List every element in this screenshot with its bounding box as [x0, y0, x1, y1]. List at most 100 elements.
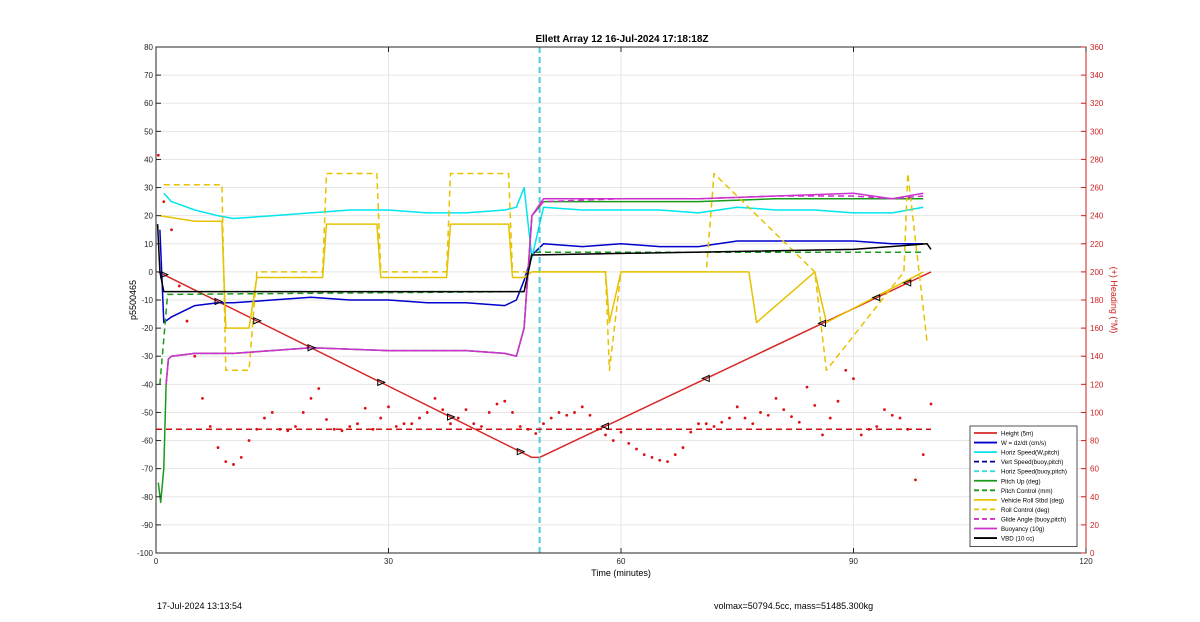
direction-marker — [902, 279, 912, 287]
data-point — [766, 413, 770, 417]
data-point — [844, 368, 848, 372]
data-point — [921, 453, 925, 457]
x-tick-label: 0 — [154, 557, 159, 566]
data-point — [852, 377, 855, 381]
data-point — [557, 411, 561, 414]
y2-tick-label: 140 — [1090, 352, 1104, 361]
y-tick-label: 40 — [144, 155, 153, 164]
data-point — [239, 456, 243, 459]
data-point — [751, 422, 755, 426]
legend-entry: Vert Speed(buoy,pitch) — [1001, 459, 1063, 466]
data-point — [247, 439, 251, 442]
y2-tick-label: 180 — [1090, 296, 1104, 305]
data-point — [379, 416, 383, 420]
data-point — [185, 319, 189, 323]
y-tick-label: -70 — [141, 465, 153, 474]
data-point — [588, 413, 592, 417]
data-point — [294, 425, 297, 428]
data-point — [394, 425, 398, 428]
data-point — [697, 422, 700, 426]
data-point — [805, 385, 809, 389]
data-point — [263, 416, 266, 420]
data-point — [232, 463, 235, 466]
legend-entry: Horiz Speed(W,pitch) — [1001, 450, 1059, 457]
y2-tick-label: 80 — [1090, 437, 1099, 446]
y-tick-label: -40 — [141, 380, 153, 389]
y2-tick-label: 20 — [1090, 521, 1099, 530]
data-point — [565, 413, 569, 417]
series-pitch-control-mm — [159, 251, 924, 385]
data-point — [456, 416, 460, 420]
series-w-dz-dt-cm-s — [159, 229, 924, 324]
data-point — [503, 399, 507, 403]
data-point — [332, 427, 336, 431]
data-point — [735, 405, 739, 409]
data-point — [410, 422, 414, 426]
data-point — [836, 399, 840, 403]
y-tick-label: 80 — [144, 43, 153, 52]
data-point — [224, 460, 228, 464]
series-vbd-10-cc — [156, 224, 932, 293]
data-point — [309, 396, 313, 400]
legend-entry: Pitch Control (mm) — [1001, 488, 1053, 495]
data-point — [611, 439, 615, 442]
x-tick-label: 30 — [384, 557, 393, 566]
y-tick-label: 70 — [144, 71, 153, 80]
y2-tick-label: 360 — [1090, 43, 1104, 52]
data-point — [201, 396, 204, 400]
data-point — [464, 408, 468, 412]
data-point — [480, 425, 483, 428]
data-point — [418, 416, 421, 420]
y2-tick-label: 40 — [1090, 493, 1099, 502]
legend-entry: Roll Control (deg) — [1001, 507, 1050, 514]
legend-entry: W = dz/dt (cm/s) — [1001, 440, 1046, 447]
y-tick-label: 50 — [144, 127, 153, 136]
grid — [155, 46, 1087, 554]
data-point — [797, 420, 801, 424]
series-layer — [156, 47, 933, 553]
data-point — [177, 284, 181, 288]
data-point — [573, 411, 576, 414]
data-point — [914, 478, 917, 482]
y2-axis-label: (+) Heading (°M) — [1109, 267, 1119, 334]
y2-tick-label: 240 — [1090, 212, 1104, 221]
y2-tick-label: 300 — [1090, 127, 1104, 136]
y-tick-label: 30 — [144, 184, 153, 193]
legend: Height (5m) W = dz/dt (cm/s) Horiz Speed(W… — [969, 425, 1078, 547]
data-point — [759, 411, 762, 414]
data-point — [356, 422, 359, 426]
data-point — [156, 153, 160, 157]
y-tick-label: -50 — [141, 408, 153, 417]
direction-marker — [700, 374, 710, 383]
data-point — [270, 411, 274, 414]
data-point — [363, 406, 367, 410]
y2-tick-label: 220 — [1090, 240, 1104, 249]
y2-tick-label: 60 — [1090, 465, 1099, 474]
data-point — [441, 408, 445, 412]
legend-entry: Vehicle Roll Stbd (deg) — [1001, 497, 1064, 504]
series-horiz-speed-w-pitch — [163, 186, 924, 259]
data-point — [495, 402, 499, 406]
y-axis-label: p5500465 — [128, 280, 138, 320]
data-point — [580, 405, 584, 409]
series-heading — [156, 153, 933, 482]
legend-entry: Horiz Speed(buoy,pitch) — [1001, 469, 1067, 476]
y-tick-label: -90 — [141, 521, 153, 530]
data-point — [859, 433, 863, 437]
y-tick-label: -80 — [141, 493, 153, 502]
data-point — [883, 408, 886, 412]
series-height-5m — [157, 271, 932, 459]
direction-marker — [214, 297, 224, 306]
data-point — [635, 447, 638, 451]
data-point — [681, 446, 685, 449]
legend-entry: VBD (10 cc) — [1001, 536, 1034, 543]
data-point — [673, 453, 677, 457]
footer-timestamp: 17-Jul-2024 13:13:54 — [157, 601, 243, 611]
data-point — [604, 433, 607, 437]
y-tick-label: 10 — [144, 240, 153, 249]
y2-tick-label: 260 — [1090, 184, 1104, 193]
direction-marker — [516, 447, 526, 456]
direction-marker — [871, 293, 881, 302]
direction-marker — [160, 270, 170, 279]
data-point — [216, 446, 220, 449]
